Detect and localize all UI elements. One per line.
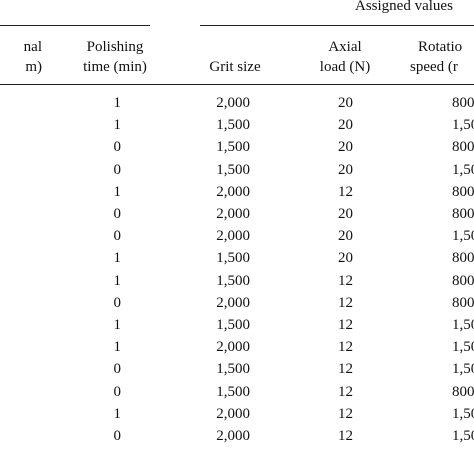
col-header-5-line2: speed (r	[410, 59, 458, 75]
polishing-time-cell: 0	[113, 383, 122, 400]
polishing-time-cell: 0	[113, 161, 122, 178]
axial-load-cell: 20	[338, 117, 353, 134]
col-header-4-line2: load (N)	[319, 59, 371, 75]
rotation-speed-cell: 1,500	[452, 339, 474, 356]
axial-load-cell: 20	[338, 95, 353, 111]
polishing-time-cell: 1	[113, 272, 122, 289]
axial-load-cell: 20	[338, 228, 353, 245]
polishing-time-cell: 1	[113, 339, 122, 356]
polishing-time-cell: 0	[113, 206, 122, 222]
grit-size-cell: 2,000	[216, 294, 250, 311]
rotation-speed-cell: 800	[452, 272, 474, 289]
rotation-speed-cell: 800	[452, 250, 474, 267]
col-header-2-line1: Polishing	[86, 39, 144, 55]
grit-size-cell: 1,500	[216, 117, 250, 134]
polishing-time-cell: 1	[113, 117, 122, 134]
rotation-speed-cell: 800	[452, 183, 474, 200]
axial-load-cell: 12	[338, 317, 353, 333]
polishing-time-cell: 1	[113, 95, 122, 111]
polishing-time-cell: 1	[113, 405, 122, 422]
grit-size-cell: 1,500	[216, 383, 250, 400]
col-header-3-line2: Grit size	[209, 59, 261, 75]
axial-load-cell: 20	[338, 250, 353, 267]
col-header-1-line2: m)	[25, 59, 42, 75]
polishing-time-cell: 0	[113, 361, 122, 378]
polishing-time-cell: 0	[113, 139, 122, 156]
axial-load-cell: 20	[338, 139, 353, 156]
axial-load-cell: 12	[338, 272, 353, 289]
polishing-time-cell: 1	[113, 250, 122, 267]
col-header-4-line1: Axial	[328, 39, 362, 55]
col-header-1-line1: nal	[23, 39, 42, 55]
grit-size-cell: 1,500	[216, 272, 250, 289]
polishing-time-cell: 0	[113, 228, 122, 245]
grit-size-cell: 1,500	[216, 250, 250, 267]
rotation-speed-cell: 800	[452, 206, 474, 222]
rotation-speed-cell: 800	[452, 383, 474, 400]
axial-load-cell: 12	[338, 383, 353, 400]
polishing-time-cell: 1	[113, 183, 122, 200]
grit-size-cell: 2,000	[216, 206, 250, 222]
axial-load-cell: 12	[338, 339, 353, 356]
grit-size-cell: 1,500	[216, 139, 250, 156]
top-rule-left	[0, 25, 150, 26]
grit-size-cell: 1,500	[216, 361, 250, 378]
polishing-time-cell: 0	[113, 428, 122, 444]
grit-size-cell: 1,500	[216, 161, 250, 178]
axial-load-cell: 20	[338, 161, 353, 178]
axial-load-cell: 12	[338, 405, 353, 422]
axial-load-cell: 12	[338, 361, 353, 378]
col-header-2-line2: time (min)	[83, 59, 147, 75]
rotation-speed-cell: 1,500	[452, 117, 474, 134]
polishing-time-cell: 1	[113, 317, 122, 333]
group-header-assigned-values: Assigned values	[355, 0, 453, 14]
rotation-speed-cell: 1,500	[452, 361, 474, 378]
axial-load-cell: 12	[338, 294, 353, 311]
rotation-speed-cell: 1,500	[452, 161, 474, 178]
axial-load-cell: 12	[338, 183, 353, 200]
grit-size-cell: 2,000	[216, 428, 250, 444]
grit-size-cell: 1,500	[216, 317, 250, 333]
rotation-speed-cell: 1,500	[452, 405, 474, 422]
rotation-speed-cell: 800	[452, 294, 474, 311]
grit-size-cell: 2,000	[216, 183, 250, 200]
grit-size-cell: 2,000	[216, 228, 250, 245]
header-rule	[0, 84, 474, 85]
grit-size-cell: 2,000	[216, 339, 250, 356]
rotation-speed-cell: 800	[452, 139, 474, 156]
top-rule-right	[200, 25, 474, 26]
rotation-speed-cell: 1,500	[452, 428, 474, 444]
grit-size-cell: 2,000	[216, 405, 250, 422]
col-header-5-line1: Rotatio	[418, 39, 463, 55]
grit-size-cell: 2,000	[216, 95, 250, 111]
rotation-speed-cell: 1,500	[452, 228, 474, 245]
rotation-speed-cell: 800	[452, 95, 474, 111]
axial-load-cell: 12	[338, 428, 353, 444]
axial-load-cell: 20	[338, 206, 353, 222]
rotation-speed-cell: 1,500	[452, 317, 474, 333]
polishing-time-cell: 0	[113, 294, 122, 311]
